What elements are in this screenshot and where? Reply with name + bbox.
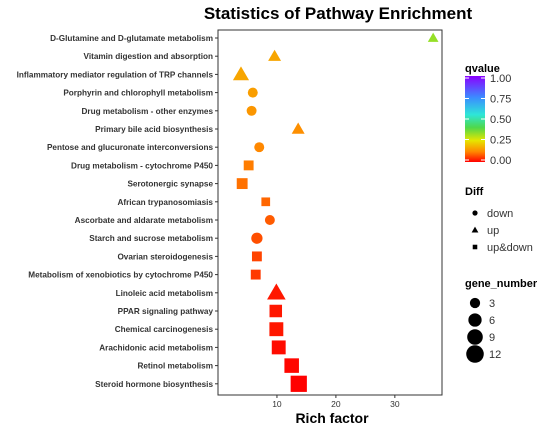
legend-diff-title: Diff — [465, 186, 484, 198]
chart-title: Statistics of Pathway Enrichment — [204, 4, 473, 23]
legend-qvalue-tick-label: 0.25 — [490, 135, 511, 147]
data-point — [427, 32, 439, 42]
data-point — [269, 304, 283, 318]
y-tick-label: Retinol metabolism — [137, 362, 213, 371]
x-tick-label: 30 — [390, 399, 400, 409]
legend-qvalue-tick-label: 0.50 — [490, 114, 511, 126]
y-tick-label: Starch and sucrose metabolism — [89, 234, 213, 243]
legend-gene-number-symbol — [467, 329, 483, 345]
y-tick-label: Metabolism of xenobiotics by cytochrome … — [28, 271, 213, 280]
legend-gene-number-label: 9 — [489, 332, 495, 344]
legend-diff-symbol — [472, 210, 478, 216]
legend-qvalue-tick-label: 0.75 — [490, 94, 511, 106]
y-tick-label: Arachidonic acid metabolism — [99, 343, 213, 352]
y-tick-label: Serotonergic synapse — [127, 180, 213, 189]
x-axis-label: Rich factor — [295, 410, 369, 426]
data-point — [290, 375, 307, 392]
y-tick-label: Ovarian steroidogenesis — [117, 252, 213, 261]
y-tick-label: Porphyrin and chlorophyll metabolism — [63, 89, 213, 98]
data-point — [264, 215, 275, 225]
legend-qvalue-title: qvalue — [465, 63, 500, 75]
legend-diff-label: down — [487, 208, 513, 220]
data-point — [284, 358, 299, 373]
y-tick-label: Pentose and glucuronate interconversions — [47, 143, 214, 152]
legend-gene-number-label: 6 — [489, 315, 495, 327]
data-point — [251, 251, 262, 262]
plot-panel — [217, 29, 443, 396]
x-tick-label: 20 — [331, 399, 341, 409]
y-tick-label: Drug metabolism - other enzymes — [82, 107, 214, 116]
legend-gene-number-symbol — [466, 345, 484, 363]
legend-diff-label: up&down — [487, 242, 533, 254]
legend-diff-label: up — [487, 225, 499, 237]
data-point — [236, 178, 248, 190]
data-point — [261, 197, 271, 207]
y-tick-label: Inflammatory mediator regulation of TRP … — [17, 70, 214, 79]
legend-gene-number-symbol — [469, 297, 481, 309]
y-tick-label: Steroid hormone biosynthesis — [95, 380, 213, 389]
legend-diff-symbol — [472, 244, 478, 250]
data-point — [251, 232, 263, 244]
y-tick-label: Vitamin digestion and absorption — [84, 52, 214, 61]
data-point — [232, 66, 250, 81]
legend-qvalue-tick-label: 0.00 — [490, 155, 511, 167]
x-tick-label: 10 — [272, 399, 282, 409]
y-tick-label: Linoleic acid metabolism — [116, 289, 213, 298]
y-tick-label: African trypanosomiasis — [117, 198, 213, 207]
data-point — [243, 160, 254, 171]
data-point — [271, 340, 286, 355]
legend-qvalue-colorbar — [465, 76, 485, 162]
data-point — [269, 322, 284, 337]
data-point — [254, 142, 265, 153]
y-tick-label: D-Glutamine and D-glutamate metabolism — [50, 34, 213, 43]
y-tick-label: Drug metabolism - cytochrome P450 — [71, 161, 213, 170]
legend-gene-number-label: 3 — [489, 298, 495, 310]
y-tick-label: Chemical carcinogenesis — [115, 325, 214, 334]
y-tick-label: Ascorbate and aldarate metabolism — [75, 216, 213, 225]
legend-gene-number-label: 12 — [489, 349, 501, 361]
data-point — [250, 269, 261, 280]
y-tick-label: PPAR signaling pathway — [118, 307, 214, 316]
data-point — [247, 87, 258, 98]
legend-qvalue-tick-label: 1.00 — [490, 73, 511, 85]
data-point — [291, 122, 305, 134]
data-point — [246, 105, 257, 116]
legend-diff-symbol — [471, 226, 479, 233]
legend-gene-number-title: gene_number — [465, 278, 538, 290]
legend-gene-number-symbol — [468, 313, 482, 327]
data-point — [268, 49, 282, 61]
y-tick-label: Primary bile acid biosynthesis — [95, 125, 213, 134]
data-point — [267, 283, 286, 300]
